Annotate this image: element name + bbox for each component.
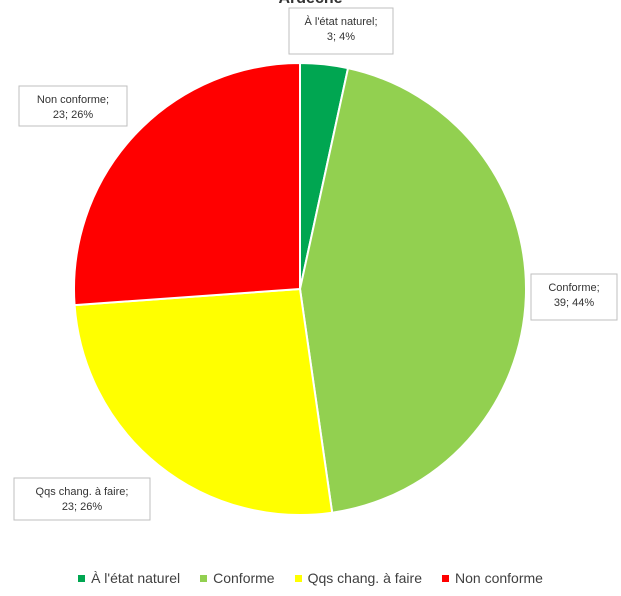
legend-label: À l'état naturel: [91, 570, 181, 586]
data-label-text: Non conforme;: [37, 94, 109, 106]
data-label-1: Conforme; 39; 44%: [530, 273, 618, 321]
legend-item: Qqs chang. à faire: [294, 570, 422, 586]
legend-swatch: [442, 574, 449, 582]
pie-slice-2: [73, 287, 334, 516]
data-label-text: À l'état naturel;: [304, 15, 377, 28]
legend-swatch: [78, 574, 86, 582]
data-label-2: Qqs chang. à faire; 23; 26%: [13, 477, 151, 521]
chart-legend: À l'état naturel Conforme Qqs chang. à fai…: [0, 570, 621, 586]
legend-label: Qqs chang. à faire: [307, 570, 422, 586]
legend-item: À l'état naturel: [78, 570, 180, 586]
legend-item: Non conforme: [442, 570, 543, 586]
data-label-text: 39; 44%: [554, 297, 595, 309]
data-label-text: 23; 26%: [62, 501, 103, 513]
legend-label: Conforme: [213, 570, 275, 586]
data-label-text: Conforme;: [548, 282, 599, 294]
legend-swatch: [200, 574, 208, 582]
data-label-text: 23; 26%: [53, 109, 94, 121]
legend-item: Conforme: [200, 570, 275, 586]
chart-title: Ardèche: [0, 0, 621, 8]
data-label-0: À l'état naturel; 3; 4%: [288, 7, 394, 55]
pie-slice-3: [73, 61, 301, 307]
data-label-text: Qqs chang. à faire;: [36, 486, 129, 498]
data-label-text: 3; 4%: [327, 31, 355, 43]
legend-label: Non conforme: [455, 570, 543, 586]
data-label-3: Non conforme; 23; 26%: [18, 85, 128, 127]
pie-slice-1: [298, 66, 527, 514]
legend-swatch: [294, 574, 302, 582]
